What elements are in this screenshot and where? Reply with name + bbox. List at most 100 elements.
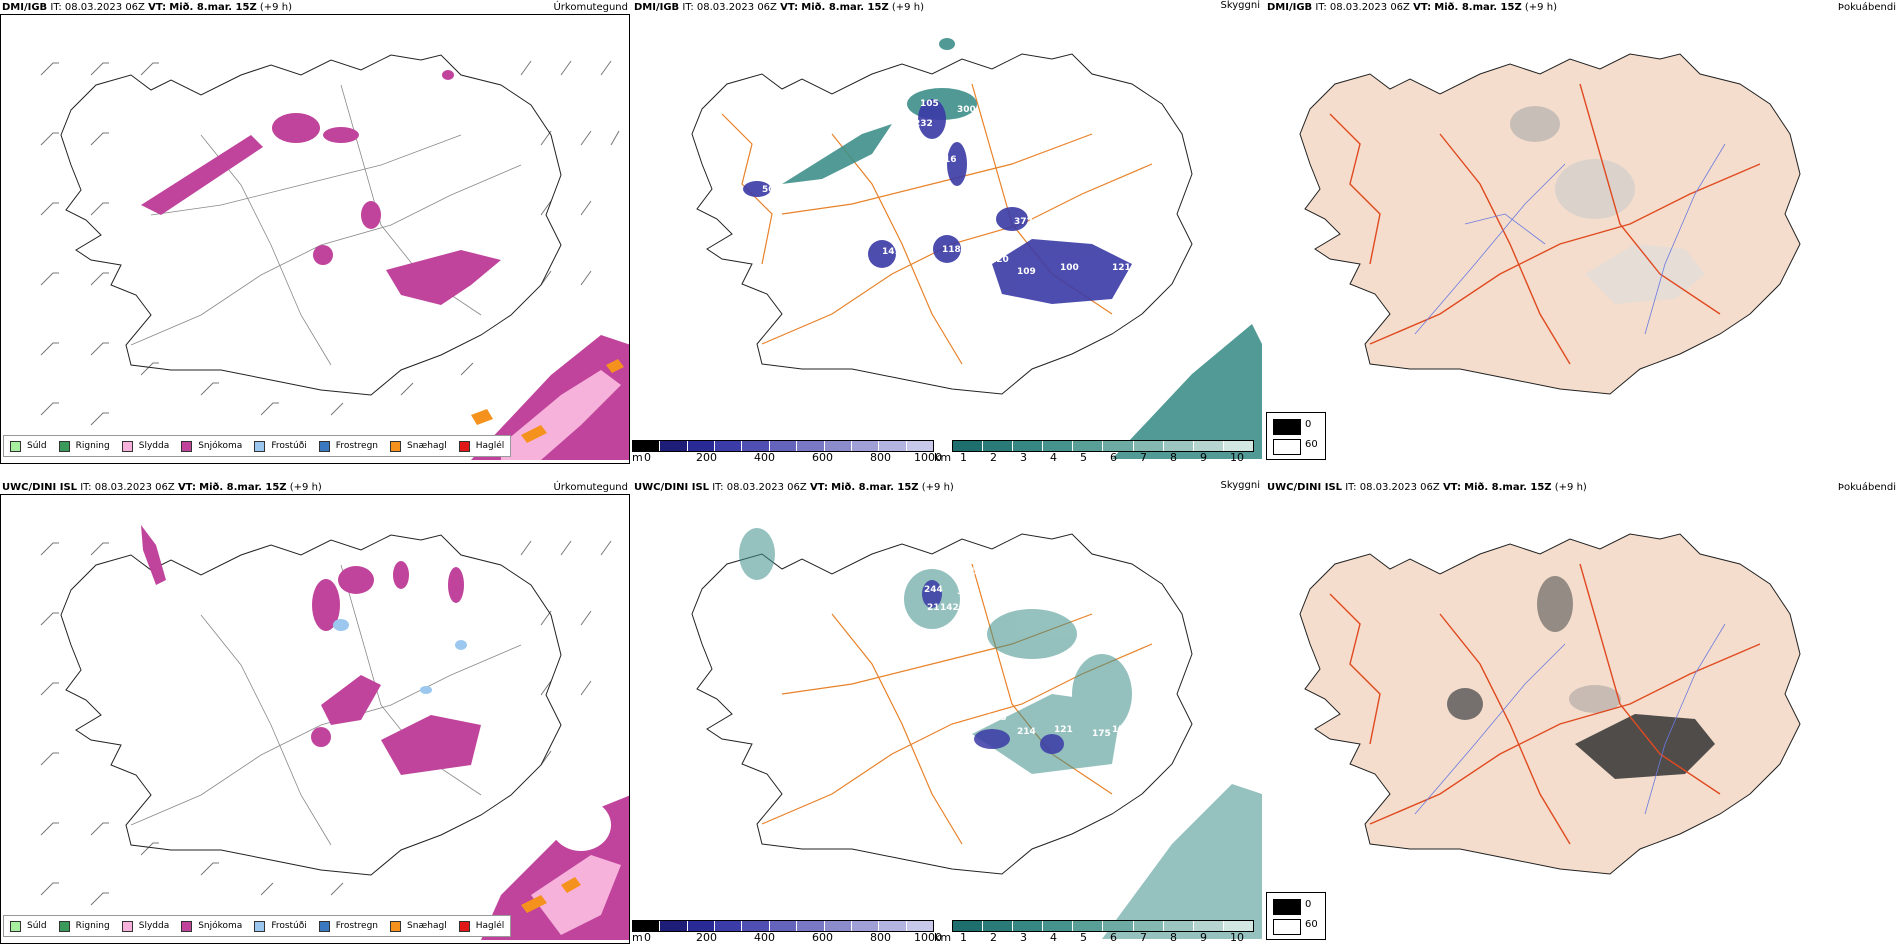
fog-legend-swatch-high: [1273, 899, 1301, 915]
legend-label: Snjókoma: [198, 921, 243, 931]
colorbar-segment: [1133, 441, 1164, 451]
panel-title-visibility: Skyggni: [1220, 480, 1260, 491]
legend-swatch: [390, 920, 402, 932]
lead-time: (+9 h): [921, 482, 954, 493]
panel-header: DMI/IGB IT: 08.03.2023 06Z VT: Mið. 8.ma…: [2, 2, 292, 13]
visibility-tick: 3: [1020, 451, 1027, 464]
colorbar-segment: [633, 441, 661, 451]
legend-item: Súld: [10, 920, 47, 932]
rivers: [1414, 623, 1726, 815]
valid-time: Mið. 8.mar. 15Z: [169, 2, 257, 13]
legend-item: Rigning: [58, 920, 110, 932]
legend-label: Snæhagl: [407, 441, 447, 451]
ceiling-tick: 800: [870, 931, 891, 944]
ceiling-colorbar: [632, 440, 934, 452]
legend-swatch: [181, 440, 193, 452]
legend-label: Haglél: [475, 921, 505, 931]
ceiling-label: 109: [1017, 267, 1036, 277]
valid-time-label: VT:: [780, 2, 799, 13]
roads: [1329, 83, 1761, 365]
legend-swatch: [10, 440, 21, 452]
legend-swatch: [121, 440, 133, 452]
snow-pellet-areas: [521, 877, 581, 913]
colorbar-segment: [660, 441, 688, 451]
legend-swatch: [58, 920, 70, 932]
visibility-tick: 7: [1140, 451, 1147, 464]
ceiling-label: 21: [927, 603, 940, 613]
legend-item: Súld: [10, 440, 47, 452]
visibility-panel: 105 232 300 16 301 132 372 504 141 118 1…: [632, 14, 1262, 464]
fog-legend-low: 60: [1305, 919, 1318, 930]
low-ceiling-areas: [922, 580, 1064, 754]
precip-type-legend: Súld Rigning Slydda Snjókoma Frostúði Fr…: [3, 435, 512, 457]
valid-time: Mið. 8.mar. 15Z: [831, 482, 919, 493]
ceiling-tick: 200: [696, 451, 717, 464]
ceiling-label: 118: [942, 245, 961, 255]
precip-type-panel: Súld Rigning Slydda Snjókoma Frostúði Fr…: [0, 14, 630, 464]
legend-item: Slydda: [121, 440, 169, 452]
colorbar-segment: [769, 921, 798, 931]
legend-swatch: [458, 440, 470, 452]
legend-label: Súld: [27, 441, 47, 451]
legend-item: Snjókoma: [181, 440, 242, 452]
visibility-tick: 5: [1080, 451, 1087, 464]
ceiling-label: 232: [914, 119, 933, 129]
ceiling-label: 105: [920, 99, 939, 109]
ceiling-label: 132: [1047, 212, 1066, 222]
legend-label: Slydda: [138, 921, 170, 931]
ceiling-label: 188: [894, 689, 913, 699]
visibility-unit: km: [934, 931, 952, 944]
colorbar-segment: [824, 441, 852, 451]
lead-time: (+9 h): [1554, 482, 1587, 493]
ceiling-tick: 1000: [914, 931, 942, 944]
ceiling-tick: 400: [754, 931, 775, 944]
init-time: IT: 08.03.2023 06Z: [80, 482, 175, 493]
visibility-tick: 10: [1230, 931, 1244, 944]
low-visibility-areas: [739, 528, 1262, 939]
model-label: UWC/DINI ISL: [2, 482, 78, 493]
panel-title-fog-index: Þokuábendi: [1837, 482, 1896, 493]
legend-swatch: [10, 920, 21, 932]
legend-item: Haglél: [458, 920, 505, 932]
fog-index-panel: [1265, 494, 1900, 944]
colorbar-segment: [1103, 441, 1134, 451]
ceiling-unit: m: [632, 451, 643, 464]
visibility-tick: 4: [1050, 931, 1057, 944]
colorbar-segment: [769, 441, 798, 451]
model-label: DMI/IGB: [2, 2, 48, 13]
legend-swatch: [254, 920, 266, 932]
fog-legend-swatch-low: [1273, 439, 1301, 455]
wind-barbs: [40, 60, 620, 426]
legend-label: Snæhagl: [407, 921, 447, 931]
lead-time: (+9 h): [289, 482, 322, 493]
model-label: DMI/IGB: [634, 2, 680, 13]
colorbar-segment: [851, 921, 880, 931]
precip-type-legend: Súld Rigning Slydda Snjókoma Frostúði Fr…: [3, 915, 512, 937]
ceiling-label: 207: [962, 687, 981, 697]
panel-header: DMI/IGB IT: 08.03.2023 06Z VT: Mið. 8.ma…: [1267, 2, 1557, 13]
legend-label: Frostregn: [335, 921, 379, 931]
valid-time-label: VT:: [809, 482, 828, 493]
ceiling-tick: 1000: [914, 451, 942, 464]
visibility-tick: 2: [990, 931, 997, 944]
fog-legend-swatch-low: [1273, 919, 1301, 935]
row-dmi-igb: Súld Rigning Slydda Snjókoma Frostúði Fr…: [0, 0, 1900, 465]
ceiling-label: 504: [762, 185, 781, 195]
colorbar-segment: [797, 921, 825, 931]
ceiling-label: 342: [957, 587, 976, 597]
legend-item: Rigning: [58, 440, 110, 452]
iceland-outline: [691, 533, 1193, 875]
visibility-colorbar: [952, 440, 1254, 452]
roads: [130, 84, 522, 366]
visibility-tick: 4: [1050, 451, 1057, 464]
ceiling-tick: 0: [644, 451, 651, 464]
ceiling-tick: 800: [870, 451, 891, 464]
colorbar-segment: [1013, 921, 1044, 931]
colorbar-segment: [1193, 921, 1224, 931]
ceiling-label: 16: [944, 155, 957, 165]
visibility-tick: 6: [1110, 931, 1117, 944]
legend-item: Snæhagl: [390, 440, 447, 452]
visibility-tick: 9: [1200, 451, 1207, 464]
visibility-map: 271 244 342 21 142 188 231 207 259 283 2…: [691, 528, 1262, 939]
model-label: UWC/DINI ISL: [634, 482, 710, 493]
